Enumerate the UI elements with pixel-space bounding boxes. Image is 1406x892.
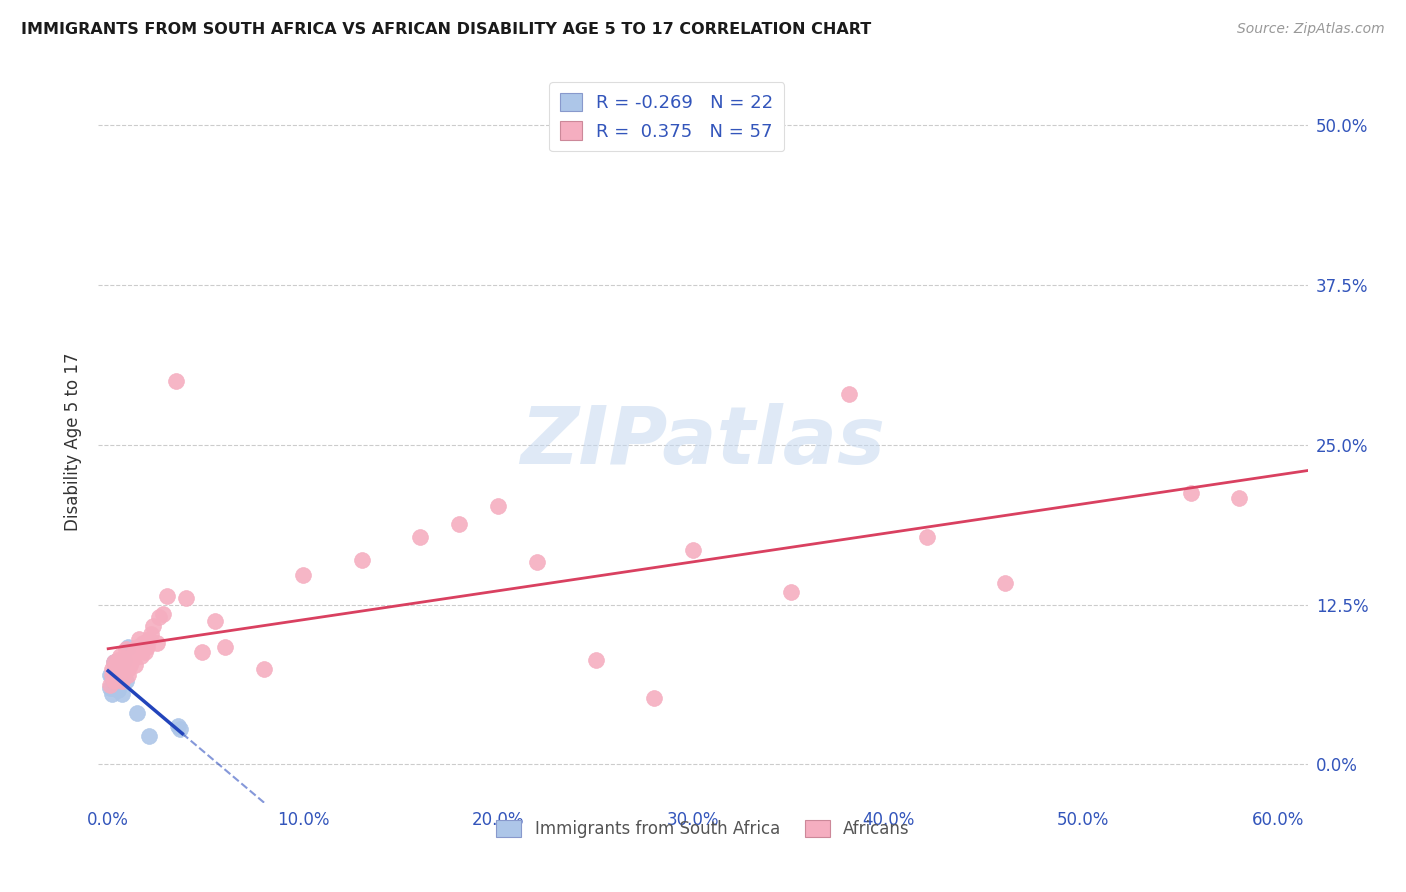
Point: [1180, 486, 1202, 500]
Text: ZIPatlas: ZIPatlas: [520, 402, 886, 481]
Point: [127, 706, 149, 721]
Point: [994, 575, 1017, 590]
Point: [643, 690, 665, 705]
Point: [117, 668, 139, 682]
Point: [174, 591, 197, 606]
Point: [111, 674, 134, 689]
Point: [131, 648, 153, 663]
Point: [167, 719, 190, 733]
Point: [104, 678, 127, 692]
Point: [169, 722, 191, 736]
Point: [136, 640, 159, 654]
Point: [139, 627, 162, 641]
Point: [103, 674, 125, 689]
Point: [121, 652, 143, 666]
Point: [101, 687, 124, 701]
Point: [107, 652, 129, 666]
Point: [118, 657, 141, 672]
Point: [103, 681, 125, 695]
Point: [111, 657, 134, 672]
Point: [101, 661, 124, 675]
Point: [112, 652, 135, 666]
Point: [165, 374, 187, 388]
Point: [449, 516, 471, 531]
Point: [152, 607, 174, 621]
Point: [114, 674, 136, 689]
Point: [526, 555, 548, 569]
Legend: Immigrants from South Africa, Africans: Immigrants from South Africa, Africans: [489, 814, 917, 845]
Point: [108, 657, 131, 672]
Point: [104, 671, 127, 685]
Point: [112, 652, 135, 666]
Point: [111, 687, 134, 701]
Point: [108, 674, 131, 689]
Point: [917, 530, 939, 544]
Point: [138, 632, 160, 646]
Point: [103, 665, 125, 680]
Point: [128, 645, 150, 659]
Point: [104, 657, 127, 672]
Point: [191, 645, 214, 659]
Point: [114, 642, 136, 657]
Point: [148, 610, 170, 624]
Point: [132, 636, 155, 650]
Point: [112, 671, 135, 685]
Point: [146, 636, 169, 650]
Point: [124, 657, 146, 672]
Point: [107, 683, 129, 698]
Point: [204, 614, 226, 628]
Point: [101, 671, 124, 685]
Point: [108, 665, 131, 680]
Point: [838, 386, 860, 401]
Point: [111, 665, 134, 680]
Point: [779, 584, 801, 599]
Point: [253, 661, 276, 675]
Point: [682, 542, 704, 557]
Point: [292, 568, 315, 582]
Point: [122, 645, 145, 659]
Point: [98, 681, 121, 695]
Point: [108, 648, 131, 663]
Point: [142, 619, 165, 633]
Point: [486, 499, 509, 513]
Point: [156, 589, 179, 603]
Point: [128, 632, 150, 646]
Point: [134, 645, 156, 659]
Point: [138, 729, 160, 743]
Point: [1227, 491, 1250, 506]
Point: [117, 640, 139, 654]
Point: [409, 530, 432, 544]
Text: Source: ZipAtlas.com: Source: ZipAtlas.com: [1237, 22, 1385, 37]
Point: [107, 668, 129, 682]
Point: [103, 655, 125, 669]
Point: [104, 661, 127, 675]
Point: [585, 652, 607, 666]
Point: [350, 553, 373, 567]
Point: [103, 655, 125, 669]
Y-axis label: Disability Age 5 to 17: Disability Age 5 to 17: [65, 352, 83, 531]
Text: IMMIGRANTS FROM SOUTH AFRICA VS AFRICAN DISABILITY AGE 5 TO 17 CORRELATION CHART: IMMIGRANTS FROM SOUTH AFRICA VS AFRICAN …: [21, 22, 872, 37]
Point: [98, 668, 121, 682]
Point: [214, 640, 236, 654]
Point: [98, 678, 121, 692]
Point: [127, 640, 149, 654]
Point: [107, 671, 129, 685]
Point: [117, 661, 139, 675]
Point: [101, 668, 124, 682]
